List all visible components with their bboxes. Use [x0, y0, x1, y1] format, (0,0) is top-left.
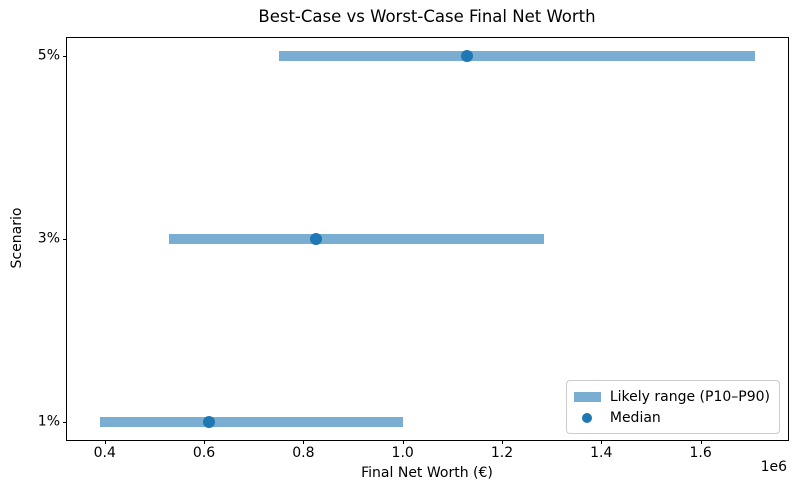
- x-tick-mark: [601, 440, 603, 444]
- y-tick-label: 1%: [37, 413, 60, 430]
- x-tick-label: 0.8: [292, 445, 315, 461]
- x-tick-mark: [402, 440, 404, 444]
- x-tick-label: 0.4: [93, 445, 116, 461]
- median-dot: [203, 415, 215, 428]
- range-bar: [99, 416, 403, 427]
- y-tick-label: 3%: [37, 230, 60, 247]
- y-tick-mark: [63, 421, 67, 423]
- x-tick-mark: [303, 440, 305, 444]
- x-tick-label: 1.0: [391, 445, 414, 461]
- x-tick-label: 1.6: [689, 445, 712, 461]
- plot-area: Likely range (P10–P90) Median 0.4 0.6 0.8 1.…: [38, 37, 789, 461]
- x-tick-label: 1.2: [490, 445, 514, 461]
- x-tick-mark: [501, 440, 503, 444]
- median-dot: [461, 50, 474, 63]
- legend-median-marker: [582, 412, 593, 423]
- x-tick-label: 1.4: [590, 445, 613, 461]
- legend: Likely range (P10–P90) Median: [565, 380, 780, 434]
- y-axis-label: Scenario: [9, 207, 25, 269]
- x-axis-label: Final Net Worth (€): [361, 465, 493, 481]
- y-tick-label: 5%: [37, 47, 60, 64]
- legend-item: Likely range (P10–P90): [573, 386, 770, 407]
- y-tick-mark: [63, 56, 67, 58]
- x-axis-offset-label: 1e6: [760, 459, 787, 475]
- median-dot: [309, 233, 322, 245]
- legend-range-swatch: [573, 391, 601, 402]
- range-bar: [278, 51, 756, 62]
- chart-title: Best-Case vs Worst-Case Final Net Worth: [258, 7, 596, 26]
- legend-label: Median: [609, 409, 661, 426]
- legend-label: Likely range (P10–P90): [609, 388, 770, 405]
- x-tick-label: 0.6: [192, 445, 216, 461]
- x-tick-mark: [204, 440, 206, 444]
- x-tick-mark: [700, 440, 702, 444]
- x-tick-mark: [104, 440, 106, 444]
- range-bar: [169, 234, 545, 244]
- y-tick-mark: [63, 239, 67, 240]
- legend-item: Median: [574, 407, 770, 428]
